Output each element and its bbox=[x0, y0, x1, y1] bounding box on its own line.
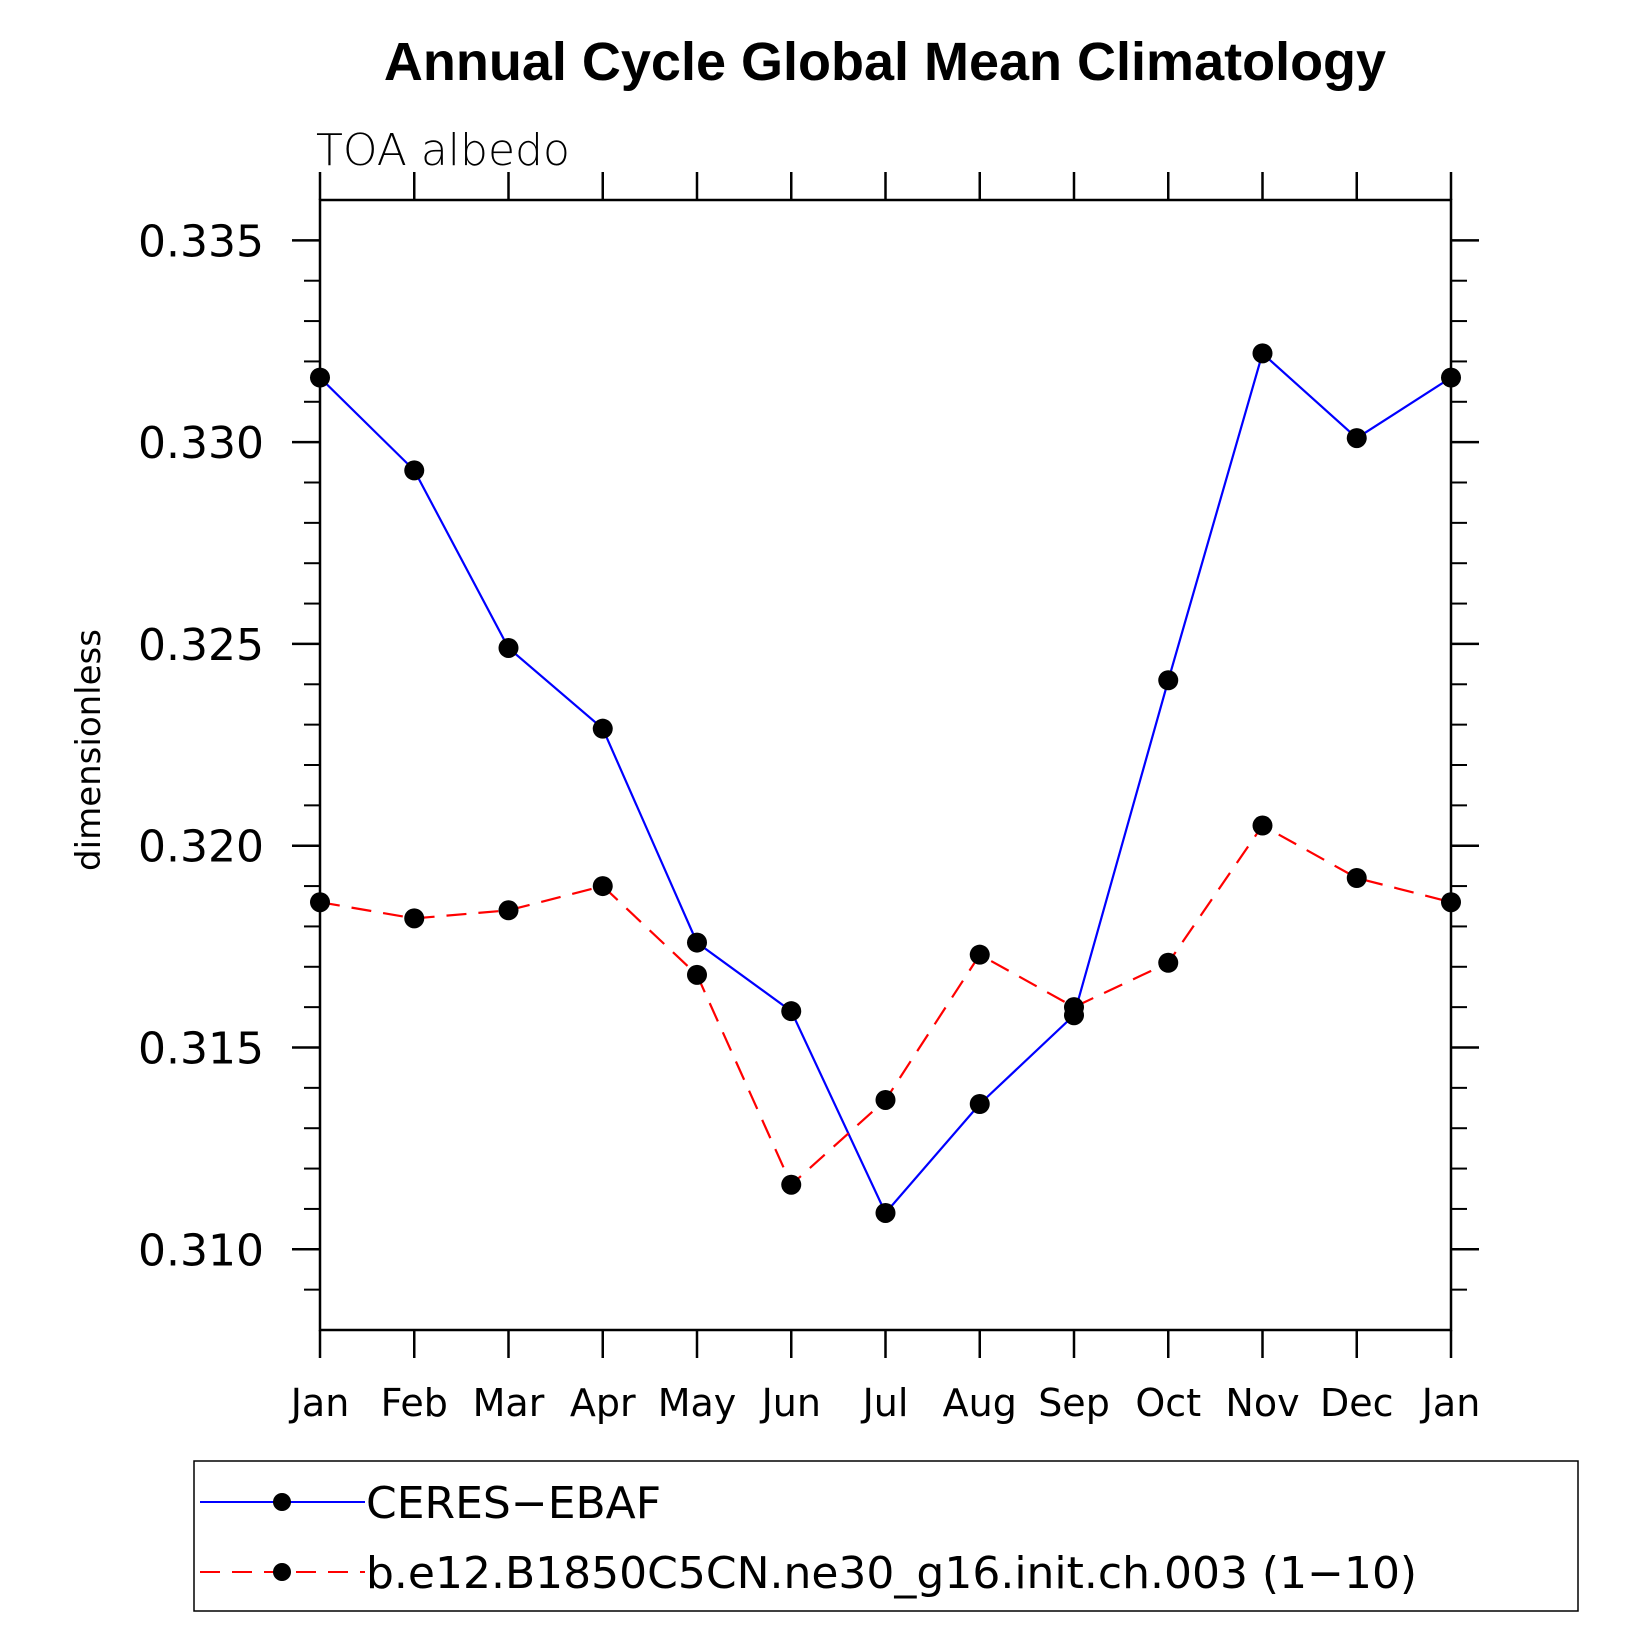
y-tick-label: 0.325 bbox=[138, 620, 264, 671]
data-point-series-1 bbox=[875, 1089, 896, 1110]
series-line-1 bbox=[319, 824, 1452, 1187]
series-markers bbox=[310, 343, 1461, 1223]
legend-marker-ceres bbox=[273, 1493, 291, 1511]
legend-frame bbox=[193, 1460, 1579, 1612]
data-point-series-1 bbox=[781, 1174, 802, 1195]
data-point-series-1 bbox=[1346, 868, 1367, 888]
data-point-series-1 bbox=[592, 876, 613, 897]
data-point-series-1 bbox=[404, 908, 425, 929]
data-point-series-0 bbox=[404, 460, 425, 481]
series-line-0 bbox=[319, 351, 1452, 1216]
y-tick-label: 0.315 bbox=[138, 1024, 264, 1075]
data-point-series-1 bbox=[969, 944, 990, 965]
x-tick-label: Jan bbox=[289, 1381, 350, 1425]
data-point-series-1 bbox=[1441, 892, 1461, 913]
x-tick-label: Aug bbox=[943, 1381, 1017, 1425]
data-point-series-0 bbox=[1158, 670, 1179, 691]
x-tick-label: Sep bbox=[1038, 1381, 1110, 1425]
x-tick-label: Jan bbox=[1420, 1381, 1481, 1425]
data-point-series-1 bbox=[687, 964, 707, 985]
x-tick-label: Apr bbox=[570, 1381, 636, 1425]
data-point-series-0 bbox=[781, 1001, 802, 1022]
data-point-series-1 bbox=[310, 892, 330, 913]
legend-label-ceres: CERES−EBAF bbox=[366, 1478, 661, 1529]
chart-subtitle: TOA albedo bbox=[316, 125, 570, 176]
x-tick-label: Dec bbox=[1320, 1381, 1394, 1425]
series-lines bbox=[319, 351, 1452, 1216]
data-point-series-0 bbox=[1441, 367, 1461, 388]
data-point-series-0 bbox=[875, 1202, 896, 1223]
plot-area: Jan Feb Mar Apr May Jun Jul Aug Sep Oct Nov Dec Jan 0… bbox=[138, 172, 1480, 1425]
data-point-series-0 bbox=[310, 367, 330, 388]
y-tick-label: 0.310 bbox=[138, 1225, 264, 1276]
y-tick-label: 0.320 bbox=[138, 822, 264, 873]
y-axis-label: dimensionless bbox=[69, 629, 109, 871]
y-tick-label: 0.330 bbox=[138, 418, 264, 469]
legend: CERES−EBAF b.e12.B1850C5CN.ne30_g16.init… bbox=[193, 1460, 1579, 1612]
x-tick-label: Jul bbox=[861, 1381, 909, 1425]
data-point-series-1 bbox=[1158, 952, 1179, 973]
chart-title: Annual Cycle Global Mean Climatology bbox=[384, 32, 1386, 92]
legend-label-model: b.e12.B1850C5CN.ne30_g16.init.ch.003 (1−… bbox=[366, 1548, 1417, 1599]
x-tick-label: Feb bbox=[381, 1381, 448, 1425]
data-point-series-0 bbox=[498, 637, 519, 658]
data-point-series-0 bbox=[592, 718, 613, 739]
legend-marker-model bbox=[273, 1563, 291, 1581]
x-tick-label: Oct bbox=[1135, 1381, 1201, 1425]
data-point-series-0 bbox=[969, 1094, 990, 1114]
data-point-series-1 bbox=[1252, 815, 1273, 836]
data-point-series-1 bbox=[1064, 997, 1084, 1018]
data-point-series-0 bbox=[1346, 428, 1367, 449]
x-tick-label: Nov bbox=[1225, 1381, 1299, 1425]
data-point-series-1 bbox=[498, 900, 519, 921]
x-tick-label: Jun bbox=[760, 1381, 821, 1425]
y-tick-label: 0.335 bbox=[138, 216, 264, 267]
x-tick-label: May bbox=[658, 1381, 737, 1425]
data-point-series-0 bbox=[1252, 343, 1273, 364]
x-tick-label: Mar bbox=[473, 1381, 545, 1425]
axis-ticks: Jan Feb Mar Apr May Jun Jul Aug Sep Oct Nov Dec Jan 0… bbox=[138, 172, 1480, 1425]
data-point-series-0 bbox=[687, 932, 707, 953]
